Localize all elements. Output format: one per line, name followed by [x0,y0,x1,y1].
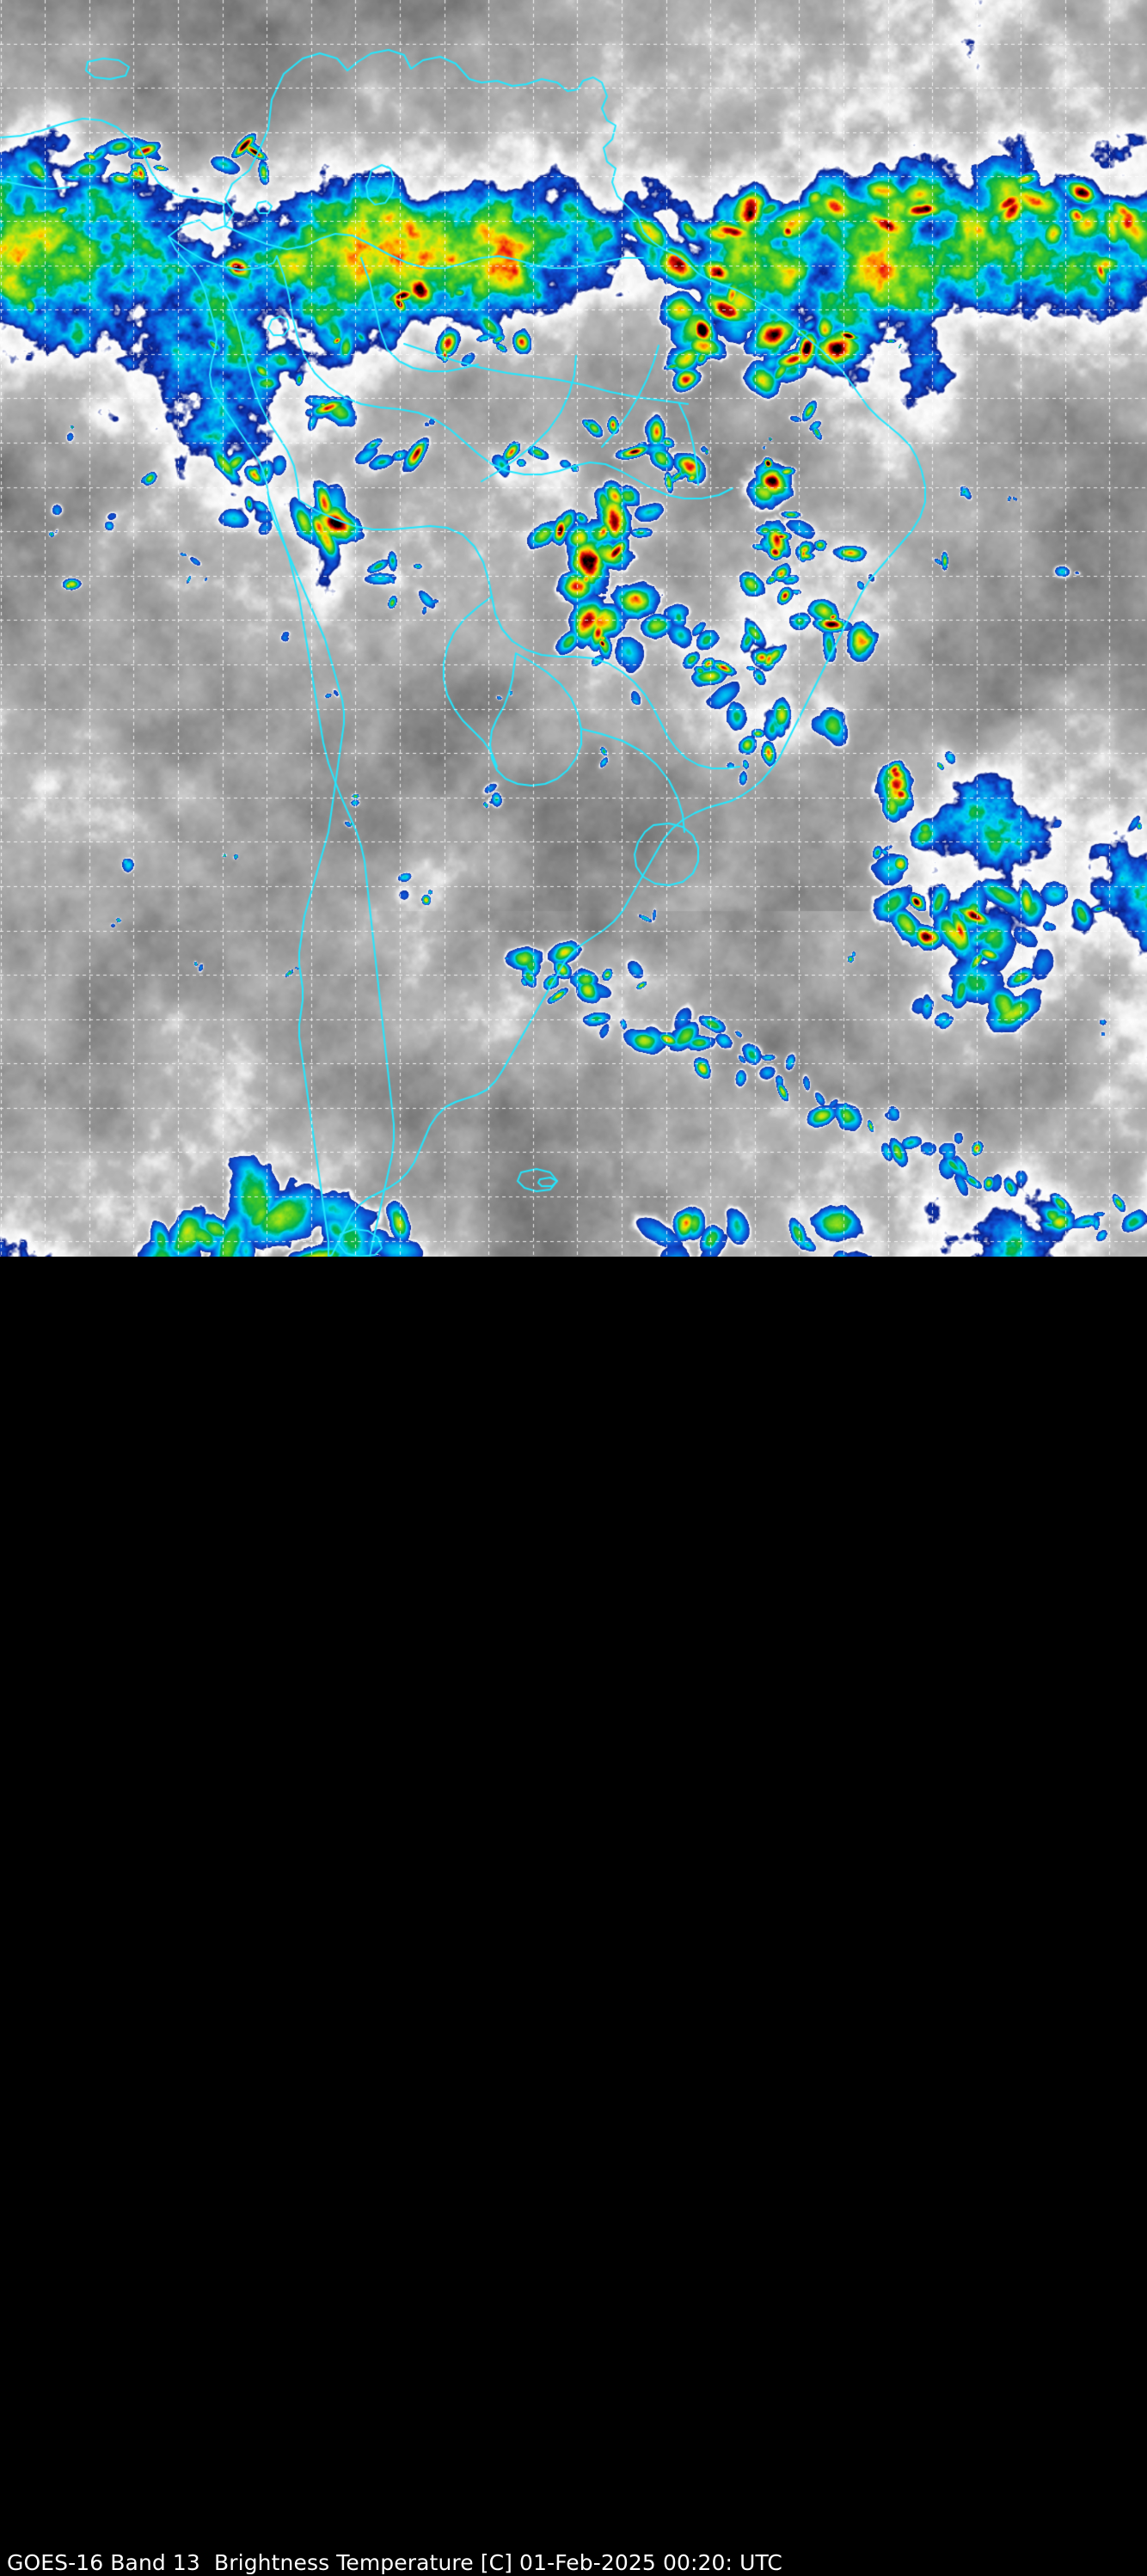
satellite-ir-image [0,0,1147,1257]
caption-bar: GOES-16 Band 13 Brightness Temperature [… [0,1257,1147,2575]
image-caption: GOES-16 Band 13 Brightness Temperature [… [7,2550,782,2575]
